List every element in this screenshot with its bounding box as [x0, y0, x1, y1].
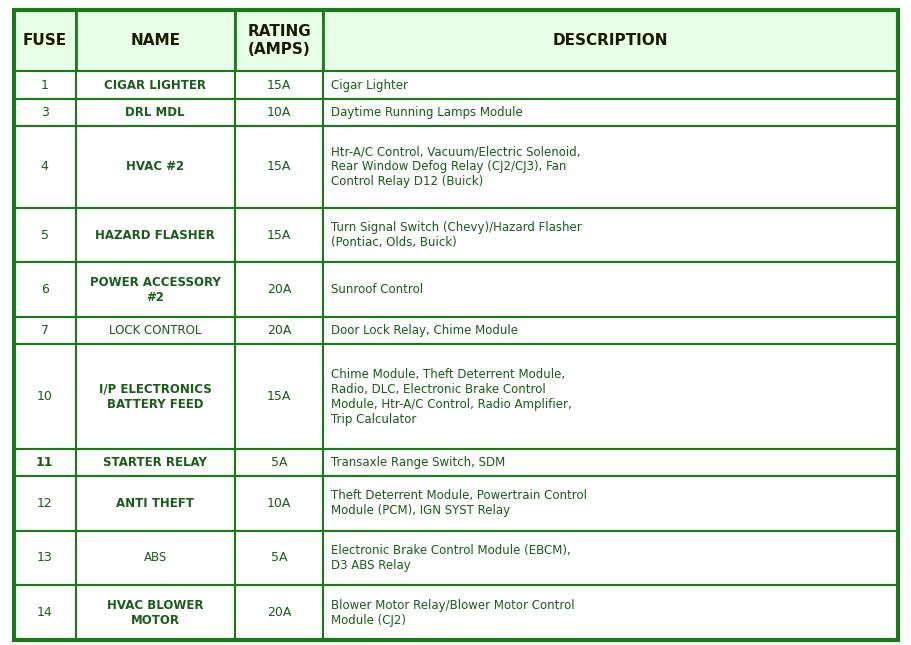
- Bar: [322, 10, 897, 72]
- Bar: [76, 317, 234, 344]
- Bar: [322, 208, 897, 263]
- Text: 11: 11: [36, 456, 54, 469]
- Text: RATING
(AMPS): RATING (AMPS): [247, 25, 311, 57]
- Text: 5A: 5A: [271, 456, 287, 469]
- Text: 20A: 20A: [267, 606, 291, 619]
- Text: HVAC BLOWER
MOTOR: HVAC BLOWER MOTOR: [107, 599, 203, 626]
- Bar: [14, 585, 76, 640]
- Bar: [234, 10, 322, 72]
- Text: 20A: 20A: [267, 283, 291, 296]
- Bar: [322, 531, 897, 585]
- Text: 5: 5: [41, 229, 48, 242]
- Text: I/P ELECTRONICS
BATTERY FEED: I/P ELECTRONICS BATTERY FEED: [98, 382, 211, 411]
- Text: 13: 13: [36, 551, 53, 564]
- Text: Htr-A/C Control, Vacuum/Electric Solenoid,
Rear Window Defog Relay (CJ2/CJ3), Fa: Htr-A/C Control, Vacuum/Electric Solenoi…: [330, 145, 579, 188]
- Text: Daytime Running Lamps Module: Daytime Running Lamps Module: [330, 106, 522, 119]
- Text: 1: 1: [41, 79, 48, 92]
- Bar: [76, 263, 234, 317]
- Text: Door Lock Relay, Chime Module: Door Lock Relay, Chime Module: [330, 324, 517, 337]
- Text: DESCRIPTION: DESCRIPTION: [552, 33, 668, 48]
- Bar: [14, 263, 76, 317]
- Text: 3: 3: [41, 106, 48, 119]
- Bar: [234, 72, 322, 99]
- Bar: [14, 317, 76, 344]
- Text: 15A: 15A: [267, 161, 291, 174]
- Text: 4: 4: [41, 161, 48, 174]
- Text: Turn Signal Switch (Chevy)/Hazard Flasher
(Pontiac, Olds, Buick): Turn Signal Switch (Chevy)/Hazard Flashe…: [330, 221, 580, 249]
- Text: 15A: 15A: [267, 79, 291, 92]
- Text: STARTER RELAY: STARTER RELAY: [103, 456, 207, 469]
- Bar: [322, 344, 897, 449]
- Text: 6: 6: [41, 283, 48, 296]
- Bar: [322, 476, 897, 531]
- Bar: [76, 531, 234, 585]
- Bar: [76, 449, 234, 476]
- Bar: [322, 72, 897, 99]
- Bar: [14, 10, 76, 72]
- Text: 20A: 20A: [267, 324, 291, 337]
- Text: HVAC #2: HVAC #2: [126, 161, 184, 174]
- Bar: [76, 72, 234, 99]
- Bar: [76, 99, 234, 126]
- Bar: [322, 99, 897, 126]
- Bar: [76, 10, 234, 72]
- Bar: [234, 126, 322, 208]
- Bar: [14, 344, 76, 449]
- Bar: [322, 263, 897, 317]
- Bar: [14, 531, 76, 585]
- Text: Electronic Brake Control Module (EBCM),
D3 ABS Relay: Electronic Brake Control Module (EBCM), …: [330, 544, 569, 572]
- Bar: [76, 208, 234, 263]
- Bar: [234, 344, 322, 449]
- Text: HAZARD FLASHER: HAZARD FLASHER: [96, 229, 215, 242]
- Text: 5A: 5A: [271, 551, 287, 564]
- Text: Transaxle Range Switch, SDM: Transaxle Range Switch, SDM: [330, 456, 505, 469]
- Bar: [14, 99, 76, 126]
- Text: 10A: 10A: [267, 497, 291, 510]
- Text: CIGAR LIGHTER: CIGAR LIGHTER: [104, 79, 206, 92]
- Bar: [14, 72, 76, 99]
- Text: 12: 12: [36, 497, 53, 510]
- Bar: [234, 585, 322, 640]
- Text: 14: 14: [36, 606, 53, 619]
- Text: ANTI THEFT: ANTI THEFT: [117, 497, 194, 510]
- Bar: [234, 449, 322, 476]
- Text: 10A: 10A: [267, 106, 291, 119]
- Text: 7: 7: [41, 324, 48, 337]
- Bar: [322, 126, 897, 208]
- Bar: [14, 476, 76, 531]
- Bar: [234, 317, 322, 344]
- Bar: [234, 263, 322, 317]
- Text: Chime Module, Theft Deterrent Module,
Radio, DLC, Electronic Brake Control
Modul: Chime Module, Theft Deterrent Module, Ra…: [330, 368, 570, 426]
- Bar: [76, 476, 234, 531]
- Bar: [76, 344, 234, 449]
- Text: Sunroof Control: Sunroof Control: [330, 283, 423, 296]
- Text: 10: 10: [36, 390, 53, 403]
- Bar: [234, 531, 322, 585]
- Text: FUSE: FUSE: [23, 33, 67, 48]
- Bar: [76, 126, 234, 208]
- Bar: [76, 585, 234, 640]
- Bar: [14, 126, 76, 208]
- Bar: [234, 208, 322, 263]
- Text: ABS: ABS: [143, 551, 167, 564]
- Text: Theft Deterrent Module, Powertrain Control
Module (PCM), IGN SYST Relay: Theft Deterrent Module, Powertrain Contr…: [330, 490, 586, 517]
- Bar: [322, 449, 897, 476]
- Text: Blower Motor Relay/Blower Motor Control
Module (CJ2): Blower Motor Relay/Blower Motor Control …: [330, 599, 574, 626]
- Text: DRL MDL: DRL MDL: [126, 106, 185, 119]
- Bar: [234, 99, 322, 126]
- Bar: [322, 585, 897, 640]
- Bar: [14, 449, 76, 476]
- Bar: [14, 208, 76, 263]
- Text: POWER ACCESSORY
#2: POWER ACCESSORY #2: [89, 276, 220, 304]
- Text: Cigar Lighter: Cigar Lighter: [330, 79, 407, 92]
- Bar: [322, 317, 897, 344]
- Text: LOCK CONTROL: LOCK CONTROL: [109, 324, 201, 337]
- Bar: [234, 476, 322, 531]
- Text: 15A: 15A: [267, 229, 291, 242]
- Text: NAME: NAME: [130, 33, 180, 48]
- Text: 15A: 15A: [267, 390, 291, 403]
